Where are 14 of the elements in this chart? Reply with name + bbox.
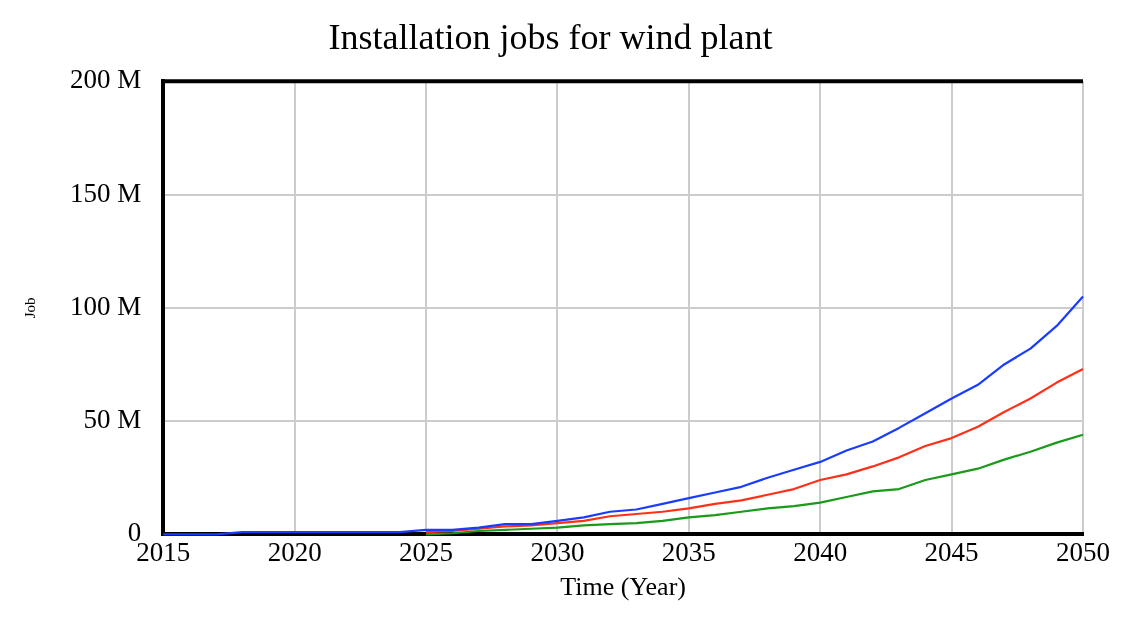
y-tick-label: 200 M: [69, 64, 142, 95]
x-tick-label: 2030: [530, 536, 585, 567]
y-tick-label: 50 M: [83, 404, 142, 435]
x-tick-label: 2050: [1056, 536, 1110, 567]
x-tick-label: 2040: [793, 536, 848, 567]
y-tick-label: 100 M: [69, 290, 142, 321]
y-axis-title: Job: [21, 297, 38, 319]
chart-title: Installation jobs for wind plant: [328, 17, 773, 58]
x-axis-title: Time (Year): [560, 572, 686, 602]
x-tick-label: 2045: [924, 536, 979, 567]
x-tick-label: 2025: [399, 536, 454, 567]
y-tick-label: 150 M: [69, 177, 142, 208]
x-tick-label: 2035: [661, 536, 716, 567]
x-tick-label: 2020: [267, 536, 322, 567]
